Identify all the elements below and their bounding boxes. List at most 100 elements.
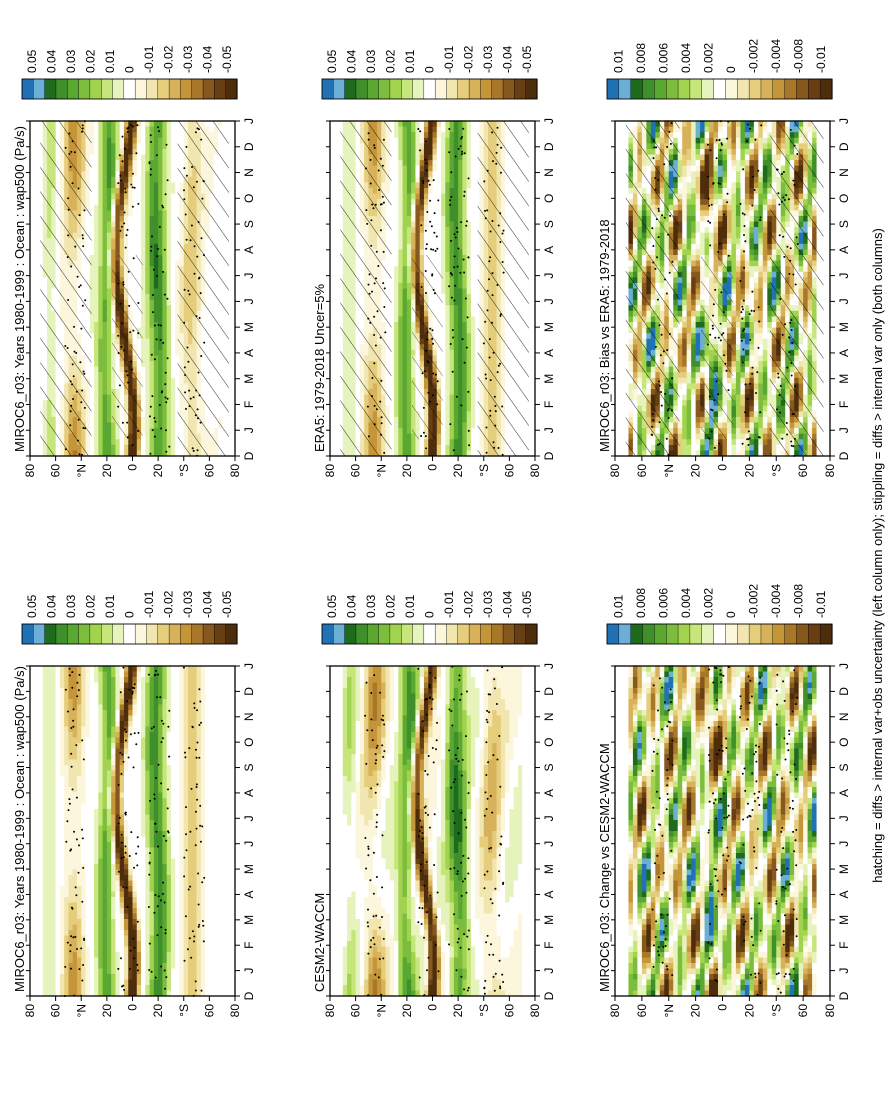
lat-label: °S [177,1004,191,1017]
colorbar-swatch [619,624,631,644]
colorbar-label: 0.03 [364,49,378,73]
colorbar-label: 0.03 [64,594,78,618]
colorbar-label: 0.03 [364,594,378,618]
colorbar-label: 0 [423,611,437,618]
lat-label: °N [74,464,88,477]
colorbar-swatch [690,624,702,644]
month-label: N [242,168,256,177]
colorbar-swatch [180,79,192,99]
colorbar-label: 0.002 [701,43,715,73]
month-label: J [837,815,851,821]
hatch-region [478,121,529,456]
colorbar-swatch [749,624,761,644]
lat-label: 20 [151,1004,165,1018]
colorbar-label: -0.008 [791,584,805,618]
month-label: D [242,991,256,1000]
lat-label: 20 [451,464,465,478]
panel-1: MIROC6_r03: Years 1980-1999 : Ocean : wa… [12,590,256,1017]
colorbar-label: -0.04 [201,45,215,73]
colorbar-swatch [820,624,832,644]
month-label: F [837,942,851,949]
month-label: M [242,864,256,874]
colorbar-swatch [135,79,147,99]
colorbar-label: -0.05 [520,45,534,73]
panel-6: MIROC6_r03: Bias vs ERA5: 1979-2018DJFMA… [597,39,851,478]
lat-label: °S [477,1004,491,1017]
colorbar-swatch [514,79,526,99]
lat-label: 80 [323,1004,337,1018]
colorbar-label: -0.02 [162,45,176,73]
month-label: J [837,968,851,974]
colorbar-swatch [737,79,749,99]
colorbar-swatch [773,79,785,99]
panel-5: MIROC6_r03: Change vs CESM2-WACCMDJFMAMJ… [597,584,851,1018]
colorbar-swatch [79,624,91,644]
lat-label: 80 [23,1004,37,1018]
month-label: J [542,841,556,847]
hatch-region [40,121,91,456]
month-label: S [542,220,556,228]
colorbar-swatch [90,624,102,644]
colorbar-swatch [654,79,666,99]
lat-label: 80 [228,1004,242,1018]
month-label: S [837,220,851,228]
panel-title: MIROC6_r03: Years 1980-1999 : Ocean : wa… [12,666,27,992]
month-label: M [542,864,556,874]
lat-label: 80 [528,1004,542,1018]
month-label: N [542,712,556,721]
month-label: J [242,841,256,847]
colorbar-swatch [401,624,413,644]
colorbar-label: 0.05 [325,594,339,618]
month-label: D [542,991,556,1000]
colorbar-label: 0.05 [25,594,39,618]
month-label: S [242,220,256,228]
colorbar-label: 0.006 [656,588,670,618]
colorbar-swatch [435,79,447,99]
month-label: F [242,942,256,949]
month-label: J [837,841,851,847]
month-label: J [542,815,556,821]
colorbar-label: -0.01 [442,590,456,618]
colorbar-label: 0.01 [103,49,117,73]
colorbar-swatch [808,79,820,99]
lat-label: 60 [635,464,649,478]
colorbar-swatch [367,79,379,99]
colorbar-swatch [424,79,436,99]
month-label: J [837,663,851,669]
colorbar-label: -0.04 [501,590,515,618]
lat-label: 20 [689,1004,703,1018]
colorbar-swatch [101,79,113,99]
colorbar-label: -0.01 [142,45,156,73]
colorbar-label: -0.02 [462,590,476,618]
colorbar-swatch [492,79,504,99]
colorbar-swatch [761,79,773,99]
lat-label: 60 [796,1004,810,1018]
lat-label: °S [477,464,491,477]
colorbar-label: -0.03 [181,45,195,73]
hatch-region [178,121,229,456]
colorbar-swatch [749,79,761,99]
colorbar-swatch [714,624,726,644]
month-label: D [542,687,556,696]
month-label: F [242,401,256,408]
colorbar-swatch [480,79,492,99]
colorbar-swatch [796,79,808,99]
colorbar-swatch [56,79,68,99]
colorbar-swatch [22,79,34,99]
hatch-region [626,121,680,456]
colorbar-label: 0.008 [634,43,648,73]
field-cells [30,665,236,996]
lat-label: °S [769,464,783,477]
month-label: O [837,737,851,746]
colorbar-label: 0 [724,611,738,618]
hatch-region [112,255,143,439]
colorbar-label: 0 [423,66,437,73]
colorbar-label: 0 [724,66,738,73]
colorbar-swatch [413,624,425,644]
colorbar-swatch [492,624,504,644]
colorbar-label: 0.02 [83,49,97,73]
lat-label: 20 [100,464,114,478]
lat-label: 80 [528,464,542,478]
